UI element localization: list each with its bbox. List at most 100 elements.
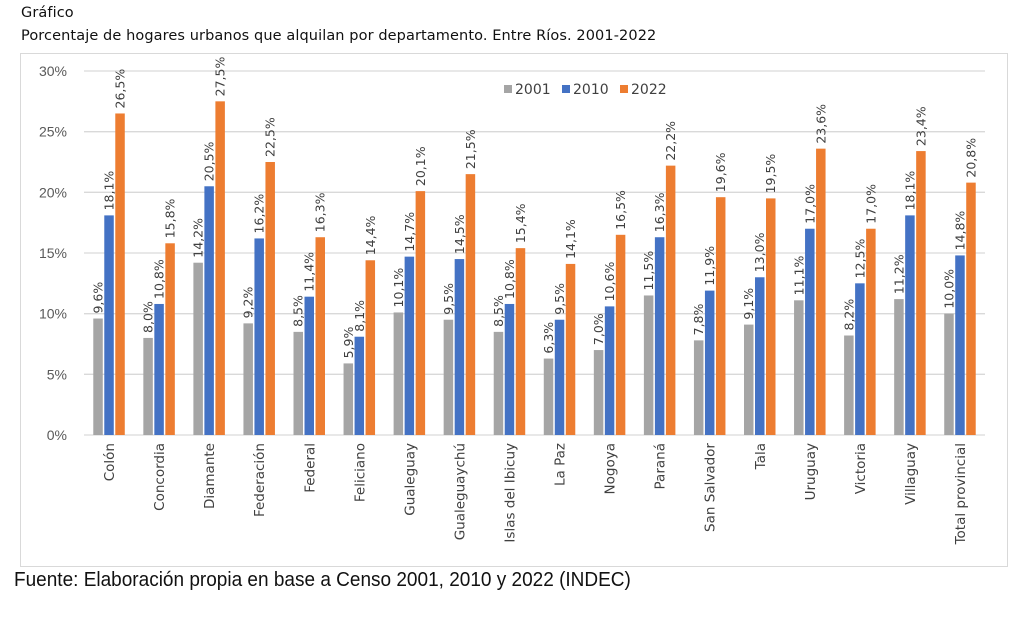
data-label-2010: 20,5% (202, 141, 217, 181)
x-tick-label: Victoria (853, 443, 869, 494)
bar-2001 (93, 318, 103, 435)
bar-2001 (393, 312, 404, 435)
x-tick-label: Villaguay (903, 443, 919, 505)
data-label-2001: 11,5% (641, 251, 656, 291)
y-tick-label: 30% (39, 63, 67, 79)
data-label-2010: 18,1% (102, 171, 117, 211)
bar-2022 (615, 234, 626, 435)
bar-2022 (215, 101, 225, 435)
bar-2010 (504, 303, 515, 435)
data-label-2022: 20,1% (413, 146, 428, 186)
data-label-2022: 14,1% (563, 219, 578, 259)
bar-2022 (565, 263, 576, 435)
data-label-2001: 8,2% (841, 299, 856, 331)
bar-2001 (493, 331, 504, 435)
x-tick-label: Paraná (653, 443, 669, 489)
bar-2001 (693, 340, 704, 435)
data-label-2010: 17,0% (802, 184, 817, 224)
data-label-2022: 23,6% (813, 104, 828, 144)
data-label-2022: 23,4% (913, 106, 928, 146)
data-label-2022: 19,5% (763, 154, 778, 194)
data-label-2010: 14,5% (452, 214, 467, 254)
x-tick-label: Colón (102, 443, 118, 481)
bar-2001 (794, 300, 804, 435)
legend-label-2001: 2001 (515, 82, 551, 98)
data-label-2022: 15,4% (513, 203, 528, 243)
bar-2022 (866, 228, 876, 435)
bar-2001 (343, 363, 354, 435)
x-tick-label: Nogoya (603, 443, 619, 494)
bar-2022 (265, 162, 275, 435)
legend-label-2010: 2010 (573, 82, 609, 98)
bar-2022 (916, 151, 926, 435)
legend-swatch-2001 (504, 85, 512, 93)
bar-2010 (404, 256, 415, 435)
bar-2022 (515, 248, 526, 435)
data-label-2001: 9,1% (741, 288, 756, 320)
legend-swatch-2010 (562, 85, 570, 93)
bar-2022 (816, 148, 826, 436)
bars (93, 101, 976, 436)
bar-2022 (766, 198, 776, 435)
bar-2001 (243, 323, 253, 435)
y-tick-label: 15% (39, 245, 67, 261)
chart-frame (20, 53, 1008, 567)
x-tick-label: Total provincial (953, 443, 969, 545)
data-label-2010: 12,5% (852, 239, 867, 279)
data-label-2001: 11,1% (791, 255, 806, 295)
data-label-2001: 9,6% (91, 282, 106, 314)
bar-2010 (955, 255, 965, 435)
x-tick-label: Uruguay (803, 443, 819, 500)
y-tick-label: 0% (47, 427, 67, 443)
x-tick-label: San Salvador (703, 443, 719, 532)
data-label-2001: 5,9% (341, 327, 356, 359)
bar-2010 (855, 283, 865, 435)
data-label-2001: 7,0% (591, 313, 606, 345)
bar-2022 (365, 260, 376, 435)
x-tick-label: Gualeguaychú (452, 443, 468, 540)
bar-2010 (454, 259, 465, 435)
data-label-2022: 14,4% (363, 215, 378, 255)
x-tick-label: Tala (753, 443, 769, 470)
x-tick-label: Gualeguay (402, 443, 418, 516)
legend-swatch-2022 (620, 85, 628, 93)
bar-2010 (104, 215, 114, 435)
chart-title: Porcentaje de hogares urbanos que alquil… (21, 28, 657, 44)
data-label-2022: 19,6% (713, 152, 728, 192)
y-tick-label: 5% (47, 366, 67, 382)
bar-2001 (844, 335, 854, 435)
x-axis: Colón Concordia Diamante Federación Federal F… (102, 443, 969, 546)
bar-2001 (543, 358, 554, 435)
data-label-2001: 8,0% (141, 301, 156, 333)
data-label-2022: 22,2% (663, 121, 678, 161)
bar-2010 (905, 215, 915, 435)
bar-2010 (154, 303, 164, 435)
data-label-2022: 21,5% (463, 129, 478, 169)
bar-2010 (254, 238, 264, 435)
data-label-2001: 11,2% (891, 254, 906, 294)
x-tick-label: Diamante (202, 443, 218, 509)
bar-2022 (115, 113, 125, 435)
bar-2001 (894, 299, 904, 435)
data-label-2022: 26,5% (113, 69, 128, 109)
x-tick-label: Federación (252, 443, 268, 517)
bar-2001 (593, 350, 604, 435)
data-label-2010: 14,8% (952, 211, 967, 251)
bar-2022 (465, 174, 476, 435)
legend-label-2022: 2022 (631, 82, 667, 98)
data-label-2022: 17,0% (863, 184, 878, 224)
bar-2010 (354, 336, 365, 435)
data-label-2001: 6,3% (541, 322, 556, 354)
data-label-2022: 20,8% (963, 138, 978, 178)
data-label-2010: 14,7% (402, 212, 417, 252)
data-label-2022: 15,8% (163, 198, 178, 238)
bar-2001 (944, 313, 954, 435)
bar-2010 (554, 319, 565, 435)
source-note: Fuente: Elaboración propia en base a Cen… (14, 569, 631, 591)
x-tick-label: La Paz (553, 443, 569, 486)
bar-2022 (415, 191, 426, 435)
bar-2001 (443, 319, 454, 435)
bar-2001 (643, 295, 654, 435)
data-label-2001: 10,1% (391, 268, 406, 308)
bar-2010 (204, 186, 214, 435)
